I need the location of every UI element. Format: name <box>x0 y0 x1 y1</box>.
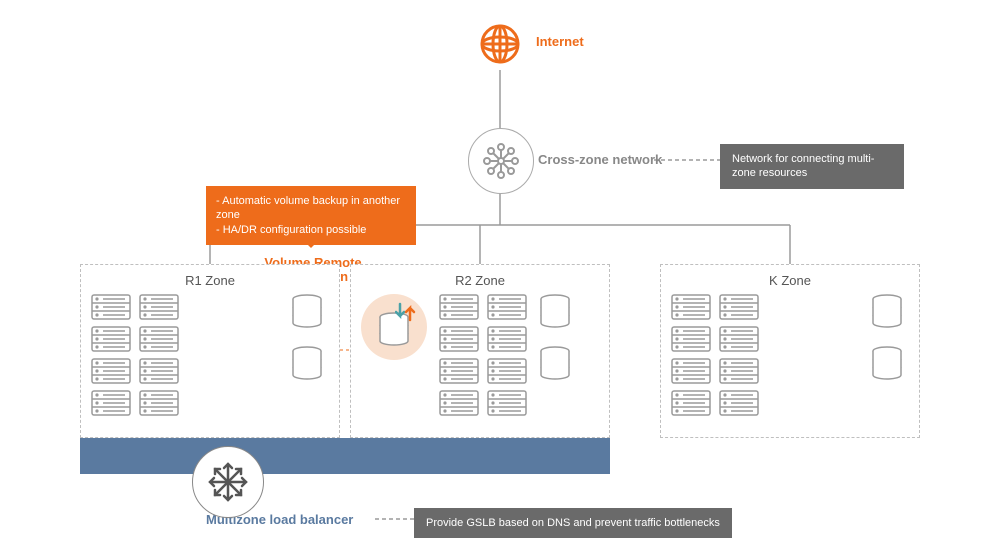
vrr-line2: - HA/DR configuration possible <box>216 223 406 237</box>
crosszone-desc: Network for connecting multi-zone resour… <box>720 144 904 189</box>
server-icon <box>719 294 759 320</box>
server-icon <box>439 390 479 416</box>
replicated-db <box>361 294 427 360</box>
zone-k: K Zone <box>660 264 920 438</box>
server-icon <box>719 390 759 416</box>
hub-icon <box>481 141 521 181</box>
server-icon <box>139 358 179 384</box>
server-icon <box>139 294 179 320</box>
crosszone-desc-text: Network for connecting multi-zone resour… <box>732 153 874 179</box>
zone-k-servers <box>671 294 759 416</box>
server-icon <box>719 326 759 352</box>
sync-arrows-icon <box>395 302 417 322</box>
server-icon <box>487 358 527 384</box>
server-icon <box>139 326 179 352</box>
server-icon <box>487 294 527 320</box>
database-icon <box>539 294 571 328</box>
zone-r1: R1 Zone <box>80 264 340 438</box>
vrr-callout: - Automatic volume backup in another zon… <box>206 186 416 245</box>
server-icon <box>671 294 711 320</box>
crosszone-label: Cross-zone network <box>538 152 662 167</box>
lb-desc: Provide GSLB based on DNS and prevent tr… <box>414 508 732 538</box>
zone-k-title: K Zone <box>671 273 909 288</box>
server-icon <box>487 390 527 416</box>
server-icon <box>671 326 711 352</box>
server-icon <box>91 326 131 352</box>
lb-band <box>80 438 610 474</box>
zone-r1-title: R1 Zone <box>91 273 329 288</box>
server-icon <box>439 294 479 320</box>
crosszone-hub <box>468 128 534 194</box>
zone-r1-servers <box>91 294 179 416</box>
server-icon <box>719 358 759 384</box>
server-icon <box>91 294 131 320</box>
internet-icon <box>478 22 522 69</box>
server-icon <box>671 358 711 384</box>
server-icon <box>139 390 179 416</box>
database-icon <box>291 294 323 328</box>
lb-circle <box>192 446 264 518</box>
server-icon <box>439 326 479 352</box>
database-icon <box>539 346 571 380</box>
internet-label: Internet <box>536 34 584 49</box>
server-icon <box>671 390 711 416</box>
server-icon <box>487 326 527 352</box>
lb-desc-text: Provide GSLB based on DNS and prevent tr… <box>426 517 720 529</box>
zone-r1-dbs <box>291 294 323 380</box>
vrr-line1: - Automatic volume backup in another zon… <box>216 194 406 223</box>
server-icon <box>91 390 131 416</box>
zone-r2-servers <box>439 294 527 416</box>
zone-r2-title: R2 Zone <box>361 273 599 288</box>
database-icon <box>871 294 903 328</box>
server-icon <box>439 358 479 384</box>
database-icon <box>291 346 323 380</box>
loadbalancer-icon <box>204 458 252 506</box>
server-icon <box>91 358 131 384</box>
zone-k-dbs <box>871 294 903 380</box>
zone-r2-dbs <box>539 294 571 380</box>
zone-r2: R2 Zone <box>350 264 610 438</box>
database-icon <box>871 346 903 380</box>
